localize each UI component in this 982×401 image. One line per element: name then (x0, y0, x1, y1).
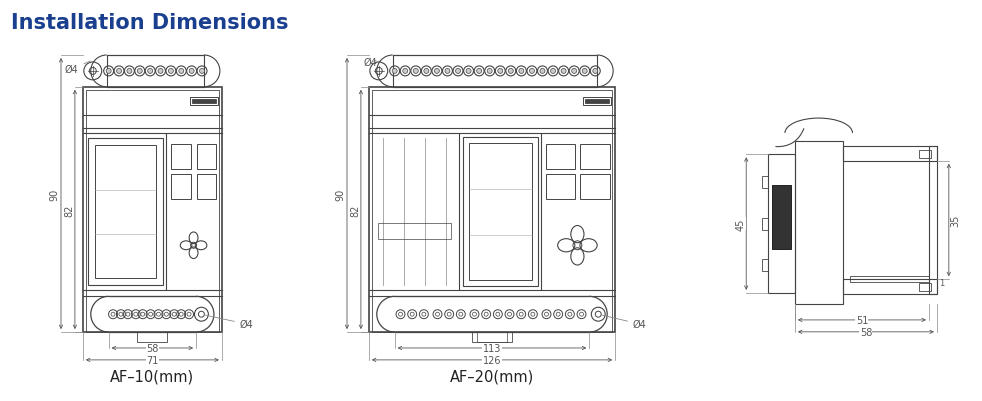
Bar (794, 142, 843, 304)
Bar (369, 87, 615, 332)
Circle shape (518, 69, 523, 74)
Bar (191, 97, 218, 105)
Text: 82: 82 (350, 204, 360, 216)
Bar (546, 145, 575, 170)
Circle shape (540, 69, 545, 74)
Bar (472, 332, 512, 342)
Bar (580, 145, 610, 170)
Text: 58: 58 (146, 343, 158, 353)
Bar (393, 56, 597, 87)
Circle shape (572, 69, 576, 74)
Bar (772, 185, 791, 249)
Circle shape (106, 69, 111, 74)
Circle shape (413, 69, 418, 74)
Bar (477, 332, 507, 342)
Bar (171, 174, 191, 199)
Circle shape (190, 69, 194, 74)
Bar (192, 99, 216, 103)
Bar (583, 97, 611, 105)
Circle shape (561, 69, 566, 74)
Text: 90: 90 (49, 188, 59, 200)
Text: Ø4: Ø4 (204, 315, 253, 329)
Bar (850, 277, 929, 282)
Bar (137, 332, 167, 342)
Text: 35: 35 (951, 214, 960, 227)
Bar (87, 139, 163, 286)
Circle shape (127, 69, 132, 74)
Circle shape (582, 69, 587, 74)
Bar (171, 145, 191, 170)
Bar (762, 176, 768, 188)
Text: AF–20(mm): AF–20(mm) (450, 369, 534, 383)
Bar (762, 259, 768, 271)
Bar (580, 174, 610, 199)
Circle shape (551, 69, 556, 74)
Text: 113: 113 (483, 343, 501, 353)
Text: 82: 82 (64, 204, 74, 216)
Bar (546, 174, 575, 199)
Circle shape (456, 69, 461, 74)
Circle shape (147, 69, 152, 74)
Bar (94, 146, 156, 279)
Bar (378, 223, 452, 239)
Text: 71: 71 (146, 355, 158, 365)
Text: AF–10(mm): AF–10(mm) (110, 369, 194, 383)
Text: Ø4: Ø4 (364, 58, 378, 68)
Bar (843, 279, 937, 294)
Bar (919, 284, 931, 292)
Bar (585, 99, 609, 103)
Circle shape (403, 69, 408, 74)
Circle shape (466, 69, 471, 74)
Circle shape (509, 69, 514, 74)
Bar (762, 218, 768, 230)
Circle shape (498, 69, 503, 74)
Bar (843, 146, 937, 161)
Circle shape (117, 69, 122, 74)
Text: Ø4: Ø4 (65, 62, 90, 75)
Bar (372, 91, 612, 332)
Bar (768, 155, 794, 293)
Bar (464, 138, 538, 287)
Circle shape (392, 69, 397, 74)
Circle shape (476, 69, 481, 74)
Circle shape (179, 69, 184, 74)
Bar (82, 87, 222, 332)
Bar (196, 145, 216, 170)
Circle shape (445, 69, 450, 74)
Bar (919, 150, 931, 158)
Circle shape (593, 69, 598, 74)
Text: 51: 51 (855, 315, 868, 325)
Text: 126: 126 (483, 355, 501, 365)
Bar (107, 56, 204, 87)
Circle shape (487, 69, 492, 74)
Circle shape (199, 69, 204, 74)
Circle shape (158, 69, 163, 74)
Text: Ø4: Ø4 (601, 315, 647, 329)
Bar (469, 144, 531, 281)
Text: 45: 45 (736, 218, 745, 230)
Circle shape (137, 69, 142, 74)
Text: 90: 90 (335, 188, 345, 200)
Bar (196, 174, 216, 199)
Circle shape (434, 69, 439, 74)
Text: Installation Dimensions: Installation Dimensions (12, 13, 289, 33)
Circle shape (529, 69, 534, 74)
Circle shape (168, 69, 174, 74)
Bar (929, 146, 937, 294)
Bar (85, 91, 219, 332)
Circle shape (424, 69, 429, 74)
Text: 1: 1 (939, 278, 944, 287)
Text: 58: 58 (859, 327, 872, 337)
